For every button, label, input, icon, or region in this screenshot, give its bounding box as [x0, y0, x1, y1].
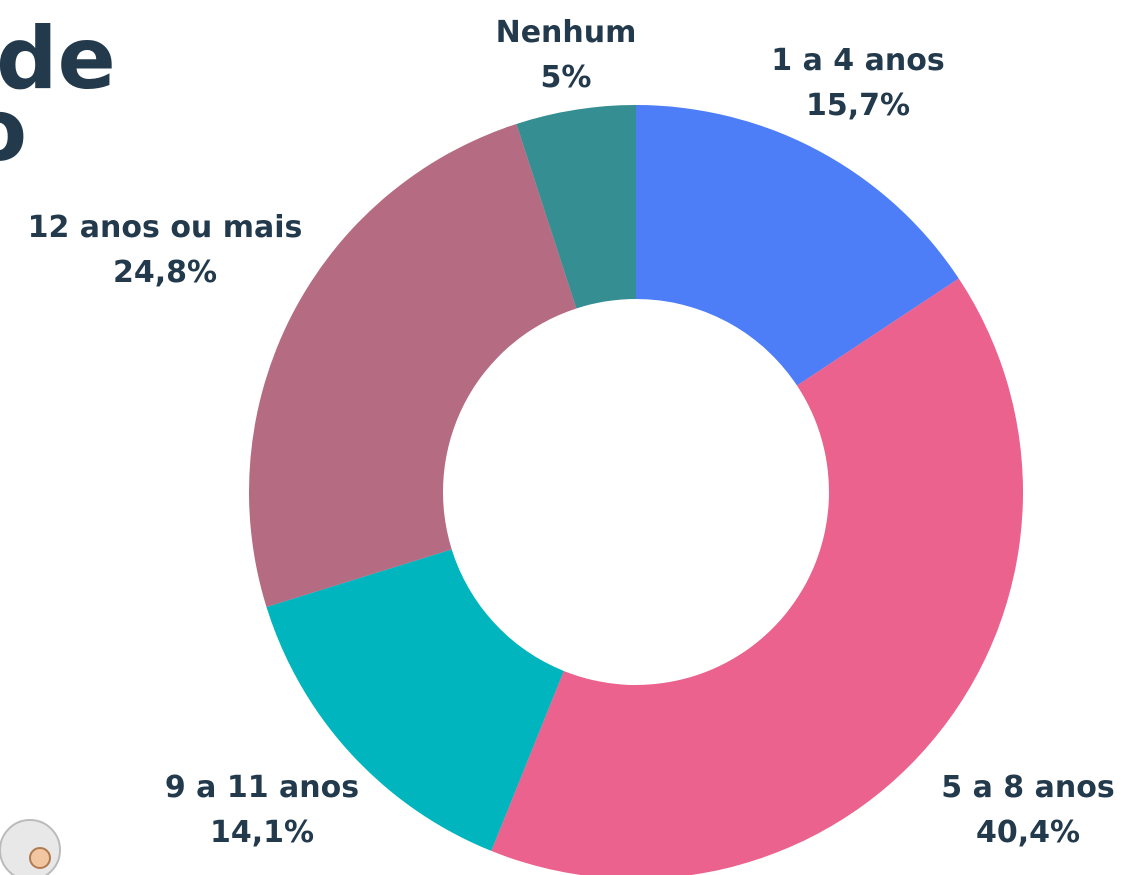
- slice-label: Nenhum: [496, 15, 637, 50]
- slice-label: 5 a 8 anos: [941, 770, 1114, 805]
- value-label: 14,1%: [210, 815, 314, 850]
- wedge: [249, 123, 577, 607]
- title-fragment: de: [0, 9, 116, 109]
- illustration: [0, 819, 61, 875]
- wedge: [516, 105, 636, 309]
- value-label: 24,8%: [113, 255, 217, 290]
- slice-label: 1 a 4 anos: [771, 43, 944, 78]
- value-label: 40,4%: [976, 815, 1080, 850]
- wedge: [636, 105, 959, 386]
- value-label: 5%: [541, 60, 592, 95]
- wedge: [491, 278, 1023, 875]
- title-fragment: o: [0, 81, 27, 181]
- wedge: [266, 549, 564, 851]
- slice-label: 9 a 11 anos: [165, 770, 359, 805]
- slice-label: 12 anos ou mais: [28, 210, 303, 245]
- value-label: 15,7%: [806, 88, 910, 123]
